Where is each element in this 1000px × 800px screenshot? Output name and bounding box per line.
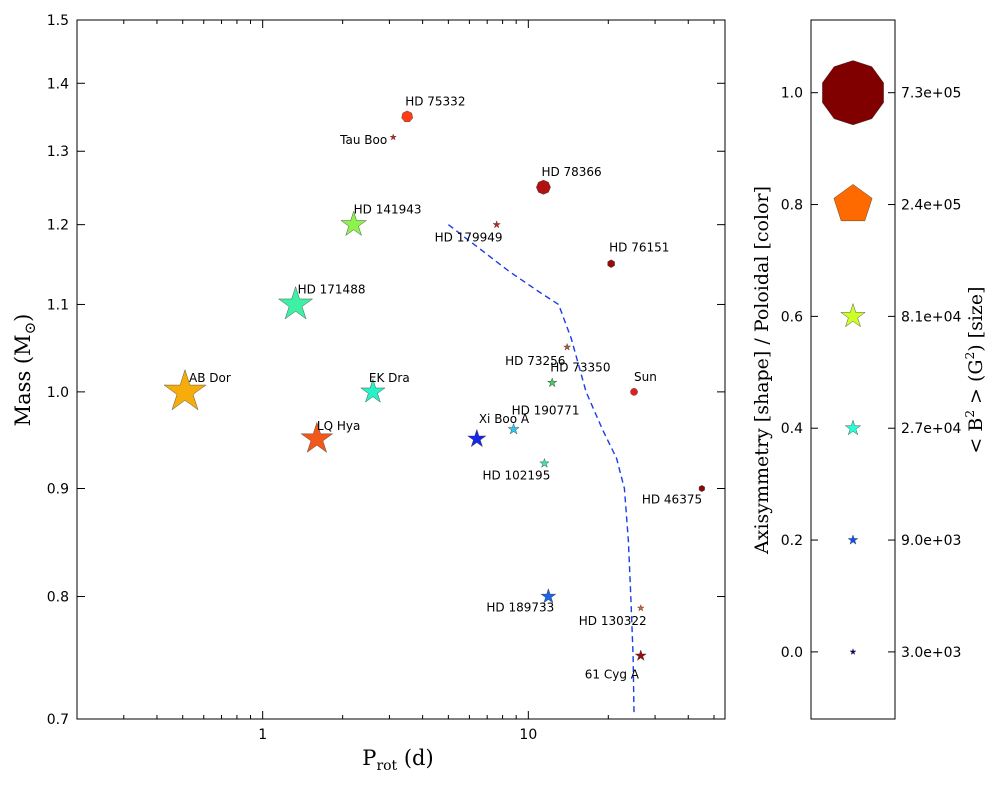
legend-tick-label: 0.6 bbox=[781, 309, 803, 325]
legend-marker bbox=[849, 648, 857, 656]
legend-size-label: 9.0e+03 bbox=[901, 533, 961, 549]
y-tick-label: 1.1 bbox=[47, 297, 69, 313]
star-marker bbox=[698, 485, 705, 492]
legend-tick-label: 0.4 bbox=[781, 421, 803, 437]
star-name-label: HD 102195 bbox=[482, 468, 550, 482]
star-name-label: HD 73256 bbox=[505, 354, 565, 368]
star-name-label: Sun bbox=[634, 370, 657, 384]
star-name-label: HD 76151 bbox=[609, 241, 669, 255]
star-marker bbox=[360, 378, 386, 403]
x-tick-label: 1 bbox=[258, 727, 267, 743]
main-scatter-plot: 1 10 0.7 0.8 0.9 1.0 1.1 1.2 1.3 1.4 1.5 AB Dor LQ … bbox=[11, 13, 726, 774]
legend-tick-label: 0.2 bbox=[781, 533, 803, 549]
legend-marker bbox=[844, 419, 862, 436]
y-tick-label: 0.7 bbox=[47, 712, 69, 728]
star-name-label: HD 46375 bbox=[642, 493, 702, 507]
y-tick-label: 0.9 bbox=[47, 482, 69, 498]
star-name-label: HD 130322 bbox=[579, 614, 647, 628]
star-marker bbox=[630, 388, 638, 396]
star-name-label: HD 75332 bbox=[405, 95, 465, 109]
legend-frame bbox=[810, 19, 896, 720]
star-marker bbox=[507, 422, 520, 435]
y-tick-label: 1.2 bbox=[47, 218, 69, 234]
dashed-trend-curve bbox=[447, 224, 635, 713]
star-marker bbox=[636, 603, 645, 612]
star-marker bbox=[340, 210, 367, 236]
star-marker bbox=[163, 369, 207, 411]
legend-marker bbox=[822, 60, 884, 126]
star-marker bbox=[467, 428, 487, 448]
y-tick-label: 1.3 bbox=[47, 144, 69, 160]
legend-left-axis-label: Axisymmetry [shape] / Poloidal [color] bbox=[751, 186, 773, 555]
star-marker bbox=[389, 133, 397, 141]
star-marker bbox=[300, 421, 334, 453]
star-marker bbox=[536, 179, 551, 195]
y-tick-label: 1.4 bbox=[47, 76, 69, 92]
legend-right-axis-label: < B2 > (G2) [size] bbox=[963, 286, 987, 453]
legend-tick-label: 0.0 bbox=[781, 645, 803, 661]
star-name-label: Tau Boo bbox=[339, 133, 387, 147]
legend-size-label: 2.7e+04 bbox=[901, 421, 962, 437]
star-name-label: HD 73350 bbox=[550, 361, 610, 375]
y-tick-label: 1.0 bbox=[47, 385, 69, 401]
legend-size-label: 7.3e+05 bbox=[901, 86, 961, 102]
star-name-label: AB Dor bbox=[189, 371, 231, 385]
legend-items bbox=[822, 60, 884, 656]
star-marker bbox=[563, 342, 572, 351]
star-name-label: Xi Boo A bbox=[479, 412, 530, 426]
main-plot-ticks: 1 10 0.7 0.8 0.9 1.0 1.1 1.2 1.3 1.4 1.5 bbox=[47, 13, 725, 743]
star-name-label: HD 190771 bbox=[512, 403, 580, 417]
legend-panel: 1.0 7.3e+05 0.8 2.4e+05 0.6 8.1e+04 0.4 2.7e+04… bbox=[751, 19, 987, 720]
star-name-label: HD 179949 bbox=[435, 231, 503, 245]
legend-size-label: 3.0e+03 bbox=[901, 645, 961, 661]
x-axis-label: Prot (d) bbox=[362, 746, 433, 774]
legend-ticks: 1.0 7.3e+05 0.8 2.4e+05 0.6 8.1e+04 0.4 2.7e+04… bbox=[781, 86, 962, 661]
legend-tick-label: 0.8 bbox=[781, 198, 803, 214]
legend-marker bbox=[840, 302, 866, 328]
star-marker bbox=[540, 588, 557, 604]
star-marker bbox=[634, 649, 647, 661]
star-name-label: HD 141943 bbox=[354, 203, 422, 217]
y-tick-label: 1.5 bbox=[47, 13, 69, 29]
star-marker bbox=[607, 259, 615, 268]
x-tick-label: 10 bbox=[519, 727, 537, 743]
star-marker bbox=[492, 220, 501, 229]
star-marker bbox=[401, 110, 414, 122]
star-name-label: LQ Hya bbox=[317, 419, 360, 433]
legend-tick-label: 1.0 bbox=[781, 86, 803, 102]
star-name-label: HD 78366 bbox=[541, 165, 601, 179]
star-marker bbox=[277, 285, 314, 320]
legend-marker bbox=[847, 534, 859, 545]
legend-size-label: 8.1e+04 bbox=[901, 309, 962, 325]
y-tick-label: 0.8 bbox=[47, 590, 69, 606]
legend-marker bbox=[833, 184, 873, 222]
star-name-label: 61 Cyg A bbox=[585, 668, 640, 682]
star-name-label: HD 171488 bbox=[298, 282, 366, 296]
star-marker bbox=[546, 377, 558, 388]
star-marker bbox=[539, 457, 550, 468]
star-name-label: EK Dra bbox=[369, 371, 410, 385]
legend-size-label: 2.4e+05 bbox=[901, 198, 961, 214]
y-axis-label: Mass (M⊙) bbox=[11, 314, 39, 427]
star-name-label: HD 189733 bbox=[486, 601, 554, 615]
main-plot-points: AB Dor LQ Hya EK Dra HD 171488 HD 141943 Tau … bbox=[163, 95, 705, 682]
